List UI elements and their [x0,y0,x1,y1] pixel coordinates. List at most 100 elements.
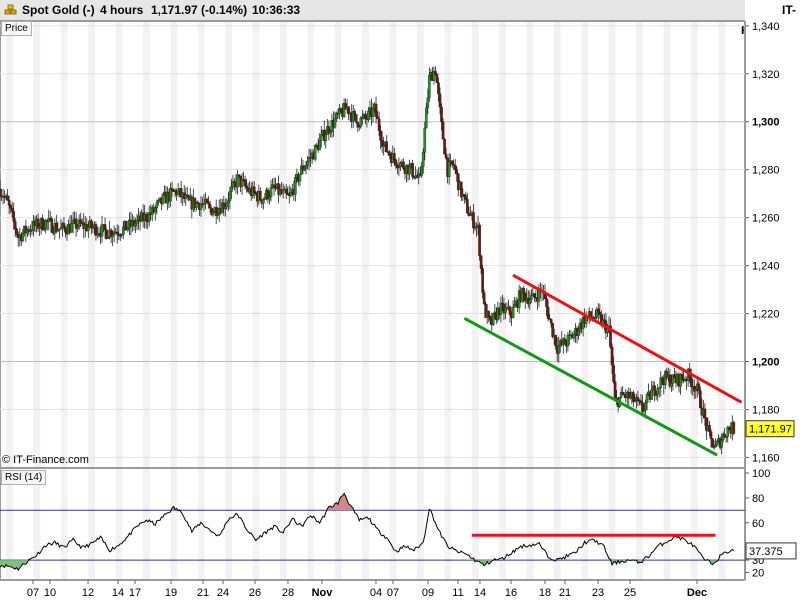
price-pane-label: Price [1,21,32,36]
rsi-last-label: 37.375 [749,546,783,558]
candle-body [639,400,643,403]
candle-body [354,114,358,123]
x-tick-label: 18 [539,587,551,599]
candle-body [117,234,121,236]
clock-time: 10:36:33 [252,3,301,17]
candle-body [650,389,653,400]
stripe [88,21,95,580]
candle-body [153,207,157,213]
stripe [307,21,315,580]
candle-body [367,110,370,120]
candle-body [56,229,60,232]
candle-body [609,325,612,348]
candle-body [32,220,35,231]
candle-body [482,292,486,305]
candle-body [356,122,360,128]
resistance-trendline [512,273,743,404]
candle-body [120,234,124,236]
candle-body [441,121,445,140]
candle-body [64,227,67,233]
candle-body [444,153,448,158]
candle-body [566,335,570,347]
candle-body [610,346,614,366]
candle-body [520,288,524,302]
candle-body [281,189,285,194]
candle-body [42,228,46,231]
candle-body [554,335,557,347]
candle-body [671,374,675,384]
candle-body [396,165,399,169]
candle-body [450,160,454,165]
candle-body [38,226,41,229]
candle-body [254,192,258,195]
candle-body [111,234,114,237]
candle-body [627,391,631,399]
candle-body [528,299,532,305]
candle-body [87,226,90,232]
candle-body [240,179,244,187]
candle-body [636,397,640,401]
candle-body [184,194,188,199]
stripe [60,21,68,580]
candle-body [71,220,75,224]
candle-body [44,220,47,230]
stripe [33,21,41,580]
candle-body [70,223,73,233]
candle-body [399,162,402,168]
candle-body [76,226,79,229]
candle-body [388,152,392,156]
candle-body [36,218,40,229]
candle-body [272,184,276,188]
candle-body [377,118,381,131]
candle-body [534,297,538,299]
candle-body [103,224,107,231]
candle-body [504,307,507,314]
candle-body [437,82,440,95]
candle-body [469,214,472,217]
candle-body [644,402,647,411]
candle-body [41,218,44,230]
candle-body [147,212,151,222]
instrument-name: Spot Gold (-) [22,3,95,17]
candle-body [144,213,148,222]
candle-body [3,196,6,199]
candle-body [380,140,384,147]
candle-body [665,371,669,378]
candle-body [263,197,267,200]
candle-body [705,417,708,431]
candle-body [653,385,656,396]
candle-body [379,130,382,141]
stripe [608,21,616,580]
candle-body [245,185,248,188]
candle-body [452,164,455,166]
candle-body [361,116,364,119]
candle-body [94,224,98,236]
candle-body [125,220,128,231]
candle-body [309,157,312,159]
candle-body [692,386,696,392]
price-tick-label: 1,180 [752,404,780,416]
candle-body [118,234,122,237]
stripe [362,21,369,580]
candle-body [259,191,262,200]
candle-body [228,191,232,201]
stripe [280,21,287,580]
stripe [444,21,452,580]
candle-body [487,310,491,317]
candle-body [411,163,414,177]
stripe [389,21,397,580]
last-price-tag [745,420,795,438]
candle-body [303,167,306,171]
last-quote: 1,171.97 (-0.14%) [151,3,248,17]
candle-body [105,229,108,239]
candle-body [374,103,378,117]
stripe [115,21,123,580]
x-tick-label: 24 [217,587,229,599]
timeframe[interactable]: 4 hours [100,3,144,17]
candle-body [262,198,265,204]
candle-body [428,74,431,99]
candle-body [268,196,271,200]
candle-body [460,181,463,198]
candle-body [545,298,548,308]
